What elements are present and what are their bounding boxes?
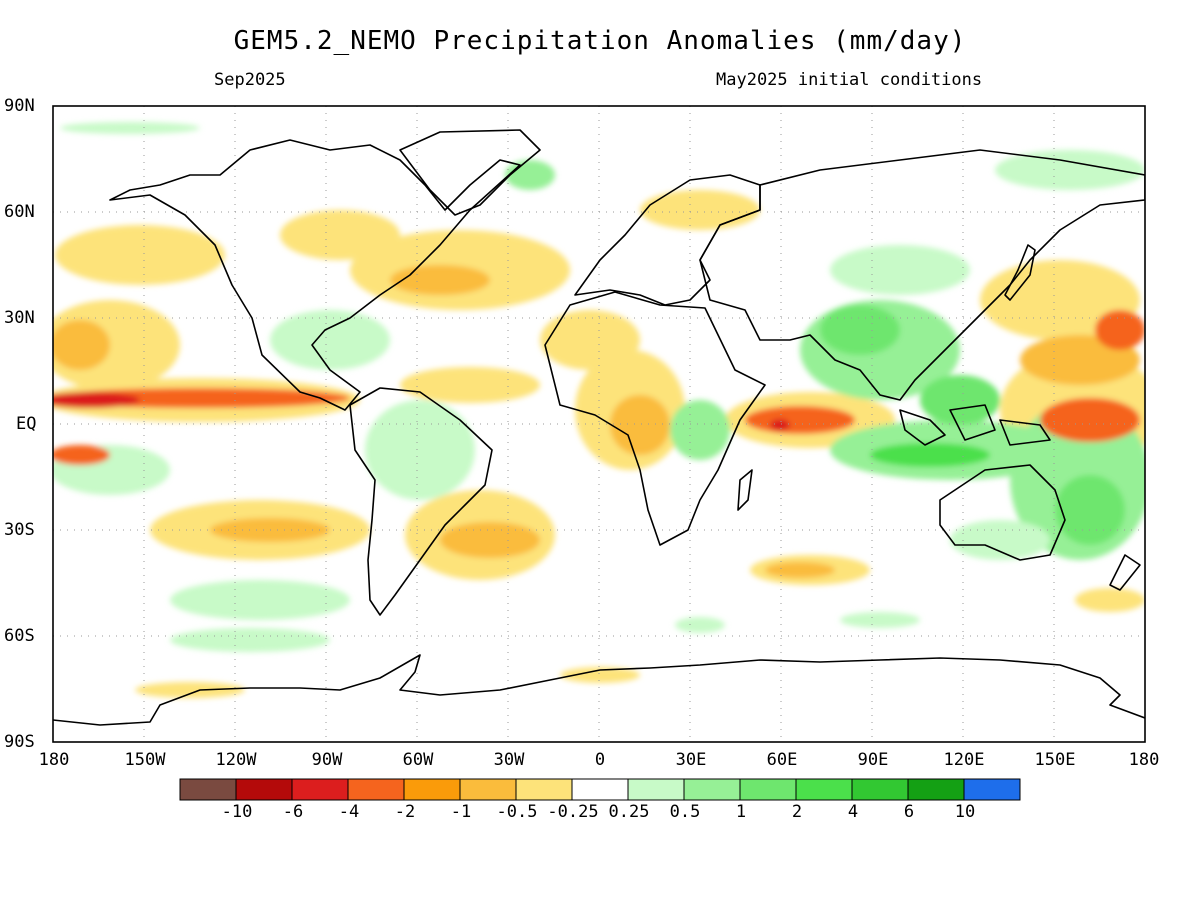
lat-label-30n: 30N: [4, 308, 35, 328]
colorbar-label: 2: [791, 802, 803, 822]
gridlines: [53, 106, 1145, 742]
colorbar-label: -2: [394, 802, 416, 822]
colorbar-label: 10: [954, 802, 976, 822]
lon-label-60w: 60W: [402, 750, 434, 770]
lat-label-90s: 90S: [4, 732, 35, 752]
coastlines: [53, 129, 1145, 726]
colorbar-swatch: [347, 778, 405, 801]
colorbar-swatch: [403, 778, 461, 801]
lon-label-180e: 180: [1128, 750, 1160, 770]
colorbar-label: -1: [450, 802, 472, 822]
colorbar-label: 1: [735, 802, 747, 822]
lat-label-60s: 60S: [4, 626, 35, 646]
lon-label-180w: 180: [38, 750, 70, 770]
lon-label-120e: 120E: [943, 750, 985, 770]
colorbar-label: 4: [847, 802, 859, 822]
colorbar-label: -0.25: [547, 802, 599, 822]
colorbar-swatch: [515, 778, 573, 801]
lon-label-120w: 120W: [215, 750, 257, 770]
lon-label-150w: 150W: [124, 750, 166, 770]
colorbar-swatch: [291, 778, 349, 801]
colorbar-label: 0.25: [608, 802, 650, 822]
colorbar-label: -10: [221, 802, 253, 822]
lon-label-30e: 30E: [675, 750, 707, 770]
colorbar-label: 6: [903, 802, 915, 822]
colorbar-swatch: [627, 778, 685, 801]
colorbar-swatch: [571, 778, 629, 801]
colorbar-swatch: [179, 778, 237, 801]
valid-month-label: Sep2025: [214, 70, 286, 90]
lon-label-150e: 150E: [1034, 750, 1076, 770]
lat-label-30s: 30S: [4, 520, 35, 540]
map-title: GEM5.2_NEMO Precipitation Anomalies (mm/…: [233, 26, 967, 56]
lon-label-90w: 90W: [311, 750, 343, 770]
colorbar-swatch: [795, 778, 853, 801]
colorbar-label: 0.5: [669, 802, 701, 822]
colorbar-swatch: [739, 778, 797, 801]
colorbar: [179, 778, 1021, 801]
lon-label-30w: 30W: [493, 750, 525, 770]
lon-label-90e: 90E: [857, 750, 889, 770]
colorbar-swatch: [235, 778, 293, 801]
lon-label-0: 0: [594, 750, 606, 770]
colorbar-swatch: [907, 778, 965, 801]
lat-label-60n: 60N: [4, 202, 35, 222]
anomaly-field: [53, 122, 1145, 698]
colorbar-label: -4: [338, 802, 360, 822]
colorbar-swatch: [963, 778, 1021, 801]
lat-label-90n: 90N: [4, 96, 35, 116]
init-conditions-label: May2025 initial conditions: [716, 70, 983, 90]
colorbar-label: -0.5: [496, 802, 538, 822]
colorbar-swatch: [851, 778, 909, 801]
colorbar-label: -6: [282, 802, 304, 822]
lat-label-eq: EQ: [16, 414, 37, 434]
map-frame: [52, 105, 1146, 743]
colorbar-swatch: [459, 778, 517, 801]
colorbar-swatch: [683, 778, 741, 801]
lon-label-60e: 60E: [766, 750, 798, 770]
